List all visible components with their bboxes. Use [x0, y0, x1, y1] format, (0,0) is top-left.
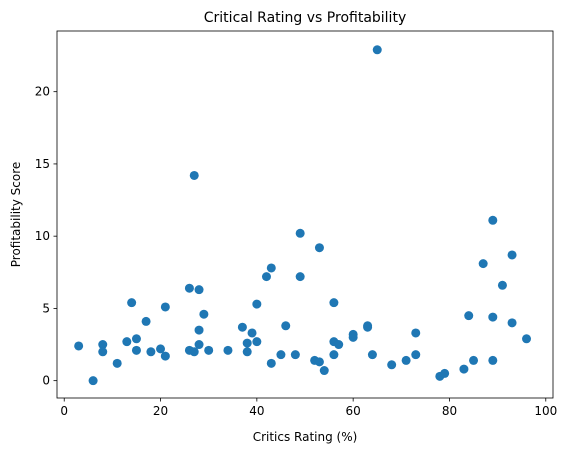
- y-tick-label: 15: [35, 157, 50, 171]
- scatter-point: [334, 340, 343, 349]
- scatter-point: [387, 360, 396, 369]
- scatter-point: [373, 45, 382, 54]
- scatter-point: [98, 347, 107, 356]
- plot-area-frame: [57, 31, 553, 398]
- scatter-point: [498, 281, 507, 290]
- scatter-point: [262, 272, 271, 281]
- scatter-point: [349, 333, 358, 342]
- scatter-point: [508, 250, 517, 259]
- scatter-point: [252, 337, 261, 346]
- scatter-point: [190, 171, 199, 180]
- scatter-point: [199, 310, 208, 319]
- scatter-point: [195, 340, 204, 349]
- scatter-point: [402, 356, 411, 365]
- scatter-point: [464, 311, 473, 320]
- scatter-point: [291, 350, 300, 359]
- y-tick-label: 5: [42, 301, 50, 315]
- x-tick-label: 100: [534, 404, 557, 418]
- scatter-point: [488, 313, 497, 322]
- y-tick-label: 0: [42, 374, 50, 388]
- scatter-point: [127, 298, 136, 307]
- x-tick-label: 0: [60, 404, 68, 418]
- scatter-point: [469, 356, 478, 365]
- scatter-point: [267, 359, 276, 368]
- scatter-point: [296, 229, 305, 238]
- x-tick-label: 40: [249, 404, 264, 418]
- scatter-point: [329, 350, 338, 359]
- chart-title: Critical Rating vs Profitability: [204, 10, 406, 26]
- scatter-point: [238, 323, 247, 332]
- scatter-point: [204, 346, 213, 355]
- scatter-point: [185, 284, 194, 293]
- scatter-point: [161, 302, 170, 311]
- data-points: [74, 45, 531, 385]
- scatter-point: [488, 216, 497, 225]
- scatter-point: [89, 376, 98, 385]
- y-tick-label: 10: [35, 229, 50, 243]
- scatter-point: [146, 347, 155, 356]
- scatter-point: [329, 298, 338, 307]
- scatter-point: [479, 259, 488, 268]
- scatter-point: [522, 334, 531, 343]
- scatter-point: [243, 339, 252, 348]
- scatter-point: [223, 346, 232, 355]
- scatter-point: [252, 300, 261, 309]
- scatter-point: [459, 365, 468, 374]
- scatter-point: [411, 350, 420, 359]
- scatter-point: [315, 357, 324, 366]
- scatter-point: [74, 341, 83, 350]
- scatter-point: [363, 323, 372, 332]
- scatter-point: [142, 317, 151, 326]
- scatter-point: [508, 318, 517, 327]
- y-axis: 0 5 10 15 20: [35, 85, 57, 388]
- x-tick-label: 60: [346, 404, 361, 418]
- y-tick-label: 20: [35, 85, 50, 99]
- scatter-point: [315, 243, 324, 252]
- scatter-point: [195, 285, 204, 294]
- y-axis-label: Profitability Score: [9, 162, 23, 268]
- scatter-point: [248, 328, 257, 337]
- scatter-point: [488, 356, 497, 365]
- scatter-point: [440, 369, 449, 378]
- scatter-point: [113, 359, 122, 368]
- scatter-point: [122, 337, 131, 346]
- scatter-point: [368, 350, 377, 359]
- scatter-point: [132, 334, 141, 343]
- scatter-point: [132, 346, 141, 355]
- x-tick-label: 80: [442, 404, 457, 418]
- scatter-point: [161, 352, 170, 361]
- scatter-point: [243, 347, 252, 356]
- x-axis-label: Critics Rating (%): [253, 430, 358, 444]
- scatter-point: [411, 328, 420, 337]
- x-axis: 0 20 40 60 80 100: [60, 398, 557, 418]
- scatter-point: [281, 321, 290, 330]
- scatter-point: [267, 263, 276, 272]
- scatter-point: [195, 326, 204, 335]
- scatter-point: [320, 366, 329, 375]
- scatter-point: [276, 350, 285, 359]
- scatter-point: [296, 272, 305, 281]
- x-tick-label: 20: [153, 404, 168, 418]
